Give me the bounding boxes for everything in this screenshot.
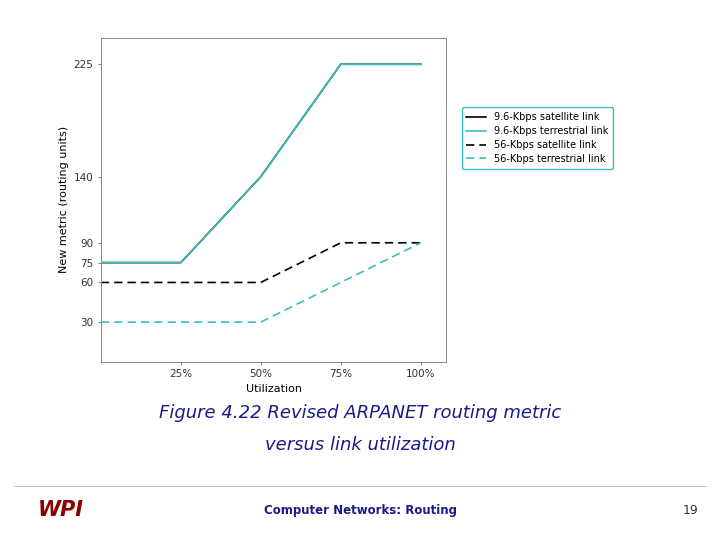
X-axis label: Utilization: Utilization — [246, 383, 302, 394]
Text: WPI: WPI — [38, 500, 84, 521]
Text: Figure 4.22 Revised ARPANET routing metric: Figure 4.22 Revised ARPANET routing metr… — [159, 404, 561, 422]
Text: 19: 19 — [683, 504, 698, 517]
Text: Computer Networks: Routing: Computer Networks: Routing — [264, 504, 456, 517]
Legend: 9.6-Kbps satellite link, 9.6-Kbps terrestrial link, 56-Kbps satellite link, 56-K: 9.6-Kbps satellite link, 9.6-Kbps terres… — [462, 107, 613, 169]
Y-axis label: New metric (routing units): New metric (routing units) — [59, 126, 69, 273]
Text: versus link utilization: versus link utilization — [265, 436, 455, 455]
